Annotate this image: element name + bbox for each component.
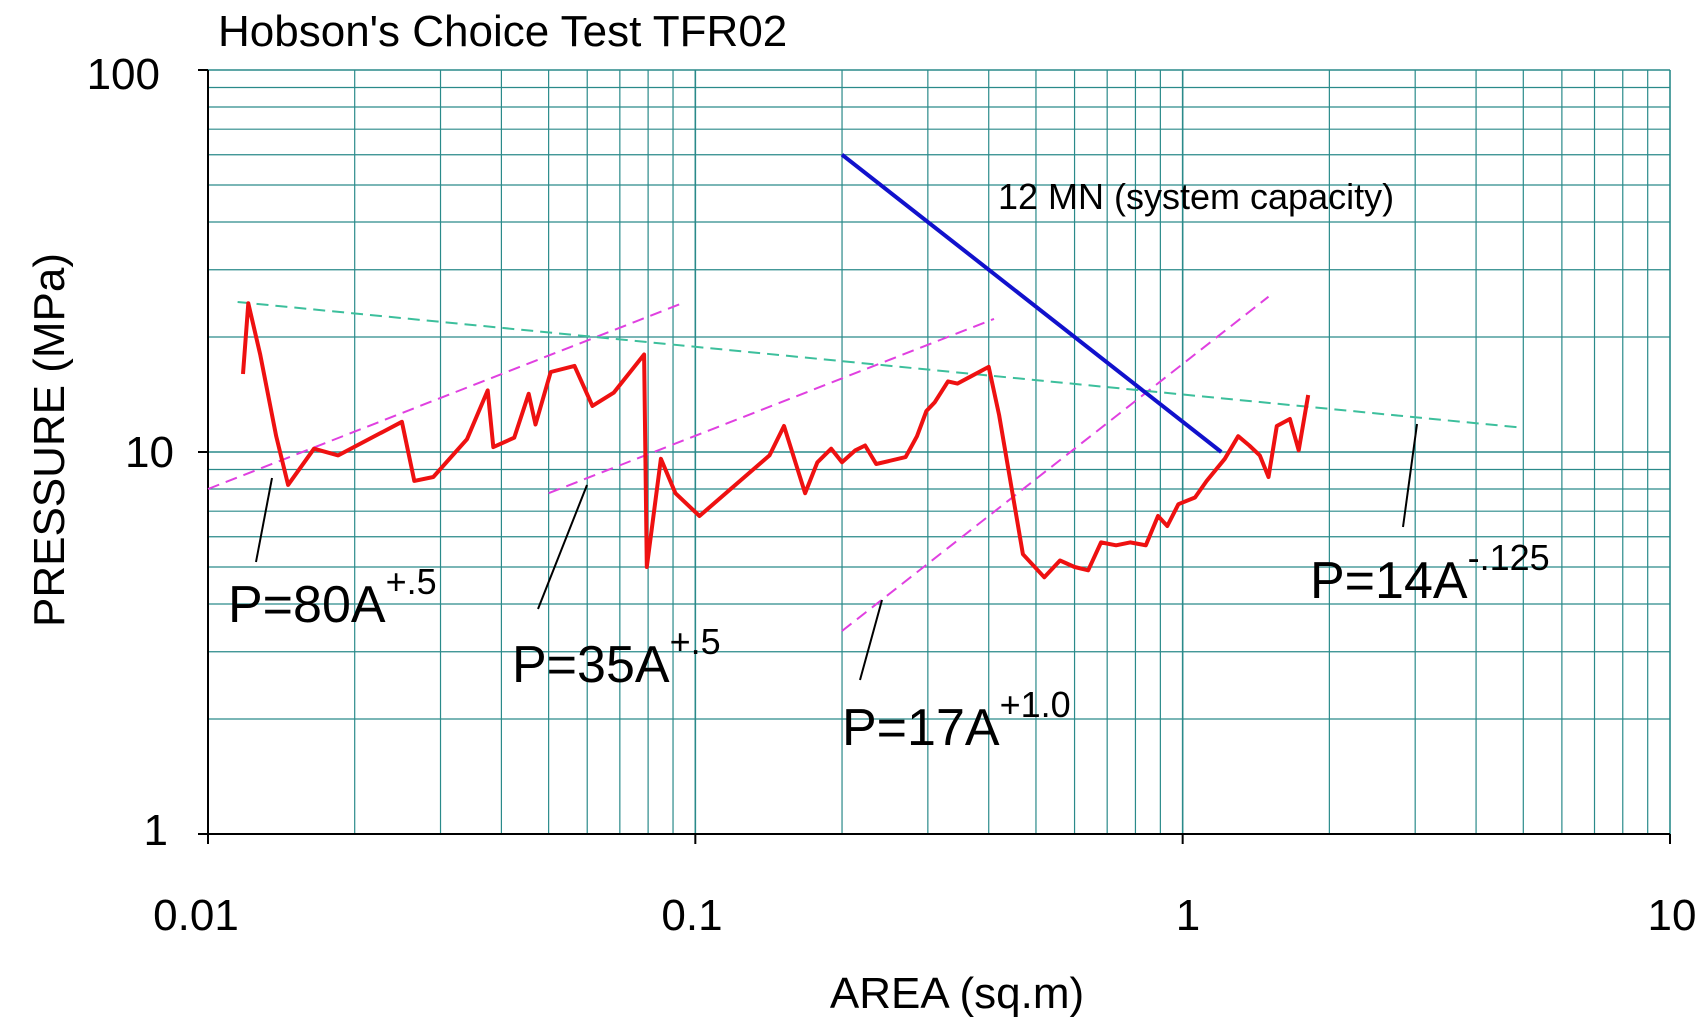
x-tick-label-1: 0.1 xyxy=(661,891,722,940)
fit-line-positive-1 xyxy=(548,317,995,495)
x-tick-label-2: 1 xyxy=(1176,891,1200,940)
leader-line-80 xyxy=(255,477,273,563)
labels: Hobson's Choice Test TFR02 AREA (sq.m) P… xyxy=(25,7,1696,1018)
x-tick-label-0: 0.01 xyxy=(153,891,239,940)
fit-label-14: P=14A-.125 xyxy=(1310,537,1550,610)
x-tick-label-3: 10 xyxy=(1648,891,1697,940)
y-tick-label-1: 10 xyxy=(125,428,174,477)
fit-line-positive-2 xyxy=(841,295,1270,632)
fit-label-35: P=35A+.5 xyxy=(512,621,721,694)
axes xyxy=(198,69,1671,844)
x-axis-title: AREA (sq.m) xyxy=(830,969,1084,1018)
y-tick-label-2: 100 xyxy=(87,50,160,99)
y-tick-label-0: 1 xyxy=(144,806,168,855)
leader-line-14 xyxy=(1402,423,1418,528)
fit-label-80: P=80A+.5 xyxy=(228,561,437,634)
fit-line-positive-0 xyxy=(207,302,683,490)
system-capacity-line xyxy=(840,153,1223,454)
y-axis-title: PRESSURE (MPa) xyxy=(25,253,74,627)
system-capacity-label: 12 MN (system capacity) xyxy=(998,176,1394,217)
leader-line-17 xyxy=(859,599,883,681)
leader-line-35 xyxy=(537,484,588,610)
chart-title: Hobson's Choice Test TFR02 xyxy=(218,7,787,56)
data-series xyxy=(241,153,1311,580)
pressure-data-line xyxy=(241,301,1311,580)
fit-label-17: P=17A+1.0 xyxy=(842,684,1071,757)
